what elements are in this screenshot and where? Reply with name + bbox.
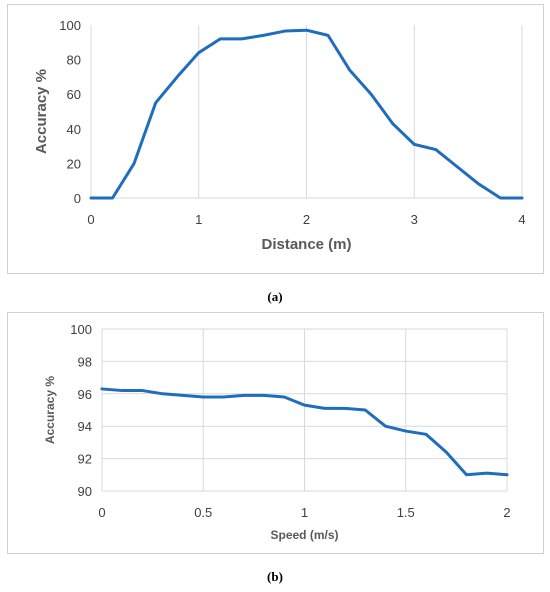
data-point — [520, 196, 524, 200]
y-tick-label: 96 — [78, 387, 92, 402]
data-point — [323, 407, 326, 410]
data-point — [364, 408, 367, 412]
data-point — [219, 37, 222, 41]
data-point — [404, 429, 407, 433]
y-tick-label: 80 — [67, 53, 81, 68]
x-tick-label: 0 — [98, 505, 105, 520]
x-tick-label: 1 — [301, 505, 308, 520]
data-point — [154, 101, 157, 105]
x-tick-label: 2 — [503, 505, 510, 520]
y-axis-title: Accuracy % — [33, 69, 50, 154]
data-point — [445, 450, 448, 454]
data-point — [132, 162, 136, 165]
data-point — [348, 68, 351, 72]
data-point — [413, 143, 416, 146]
x-tick-label: 1 — [195, 212, 202, 227]
x-tick-label: 3 — [411, 212, 418, 227]
data-point — [197, 51, 200, 54]
chart-a: 0 20 40 60 80 100 0 1 2 3 4 Distance (m) Accuracy % — [33, 18, 526, 253]
data-point — [303, 403, 306, 407]
data-point — [343, 407, 347, 410]
y-tick-label: 100 — [59, 18, 81, 33]
data-point — [326, 34, 330, 37]
x-tick-label: 4 — [518, 212, 525, 227]
data-point — [505, 473, 509, 476]
y-tick-label: 90 — [78, 484, 92, 499]
x-tick-label: 1.5 — [397, 505, 415, 520]
data-point — [465, 473, 468, 476]
x-tick-label: 0 — [87, 212, 94, 227]
x-tick-label: 0.5 — [194, 505, 212, 520]
x-axis-title: Distance (m) — [261, 236, 351, 253]
data-point — [161, 392, 164, 395]
chart-a-panel: 0 20 40 60 80 100 0 1 2 3 4 Distance (m) Accuracy % — [7, 4, 544, 274]
data-point — [456, 165, 459, 169]
data-point — [499, 196, 502, 200]
chart-b: 90 92 94 96 98 100 0 0.5 1 1.5 2 Speed (m/s) Accurac… — [43, 322, 511, 542]
data-point — [391, 122, 394, 125]
data-point — [283, 29, 287, 33]
data-point — [384, 425, 387, 428]
y-tick-label: 0 — [74, 191, 81, 206]
y-tick-label: 94 — [78, 419, 92, 434]
data-point — [242, 394, 245, 397]
data-point — [369, 93, 373, 96]
caption-b: (b) — [267, 569, 283, 584]
data-point — [262, 34, 265, 37]
y-tick-label: 40 — [67, 122, 81, 137]
data-point — [141, 389, 144, 392]
data-point — [434, 148, 437, 151]
data-point — [176, 75, 179, 79]
data-point — [424, 433, 428, 436]
data-point — [121, 389, 124, 392]
y-tick-label: 98 — [78, 354, 92, 369]
data-point — [477, 182, 481, 186]
data-point — [305, 28, 308, 32]
data-point — [485, 471, 488, 475]
data-point — [100, 387, 104, 391]
y-tick-label: 92 — [78, 452, 92, 467]
y-tick-label: 100 — [70, 322, 92, 337]
data-point — [202, 395, 205, 399]
data-point — [89, 196, 93, 200]
caption-a: (a) — [267, 289, 283, 304]
data-point — [222, 395, 225, 399]
y-axis-title: Accuracy % — [43, 376, 57, 444]
y-tick-label: 60 — [67, 87, 81, 102]
data-point — [283, 395, 286, 399]
x-tick-label: 2 — [303, 212, 310, 227]
y-tick-label: 20 — [67, 156, 81, 171]
data-point — [111, 196, 114, 200]
data-point — [181, 394, 185, 397]
data-point — [240, 37, 244, 41]
x-axis-title: Speed (m/s) — [270, 528, 338, 542]
chart-b-panel: 90 92 94 96 98 100 0 0.5 1 1.5 2 Speed (m/s) Accurac… — [7, 312, 544, 554]
data-point — [262, 394, 266, 397]
